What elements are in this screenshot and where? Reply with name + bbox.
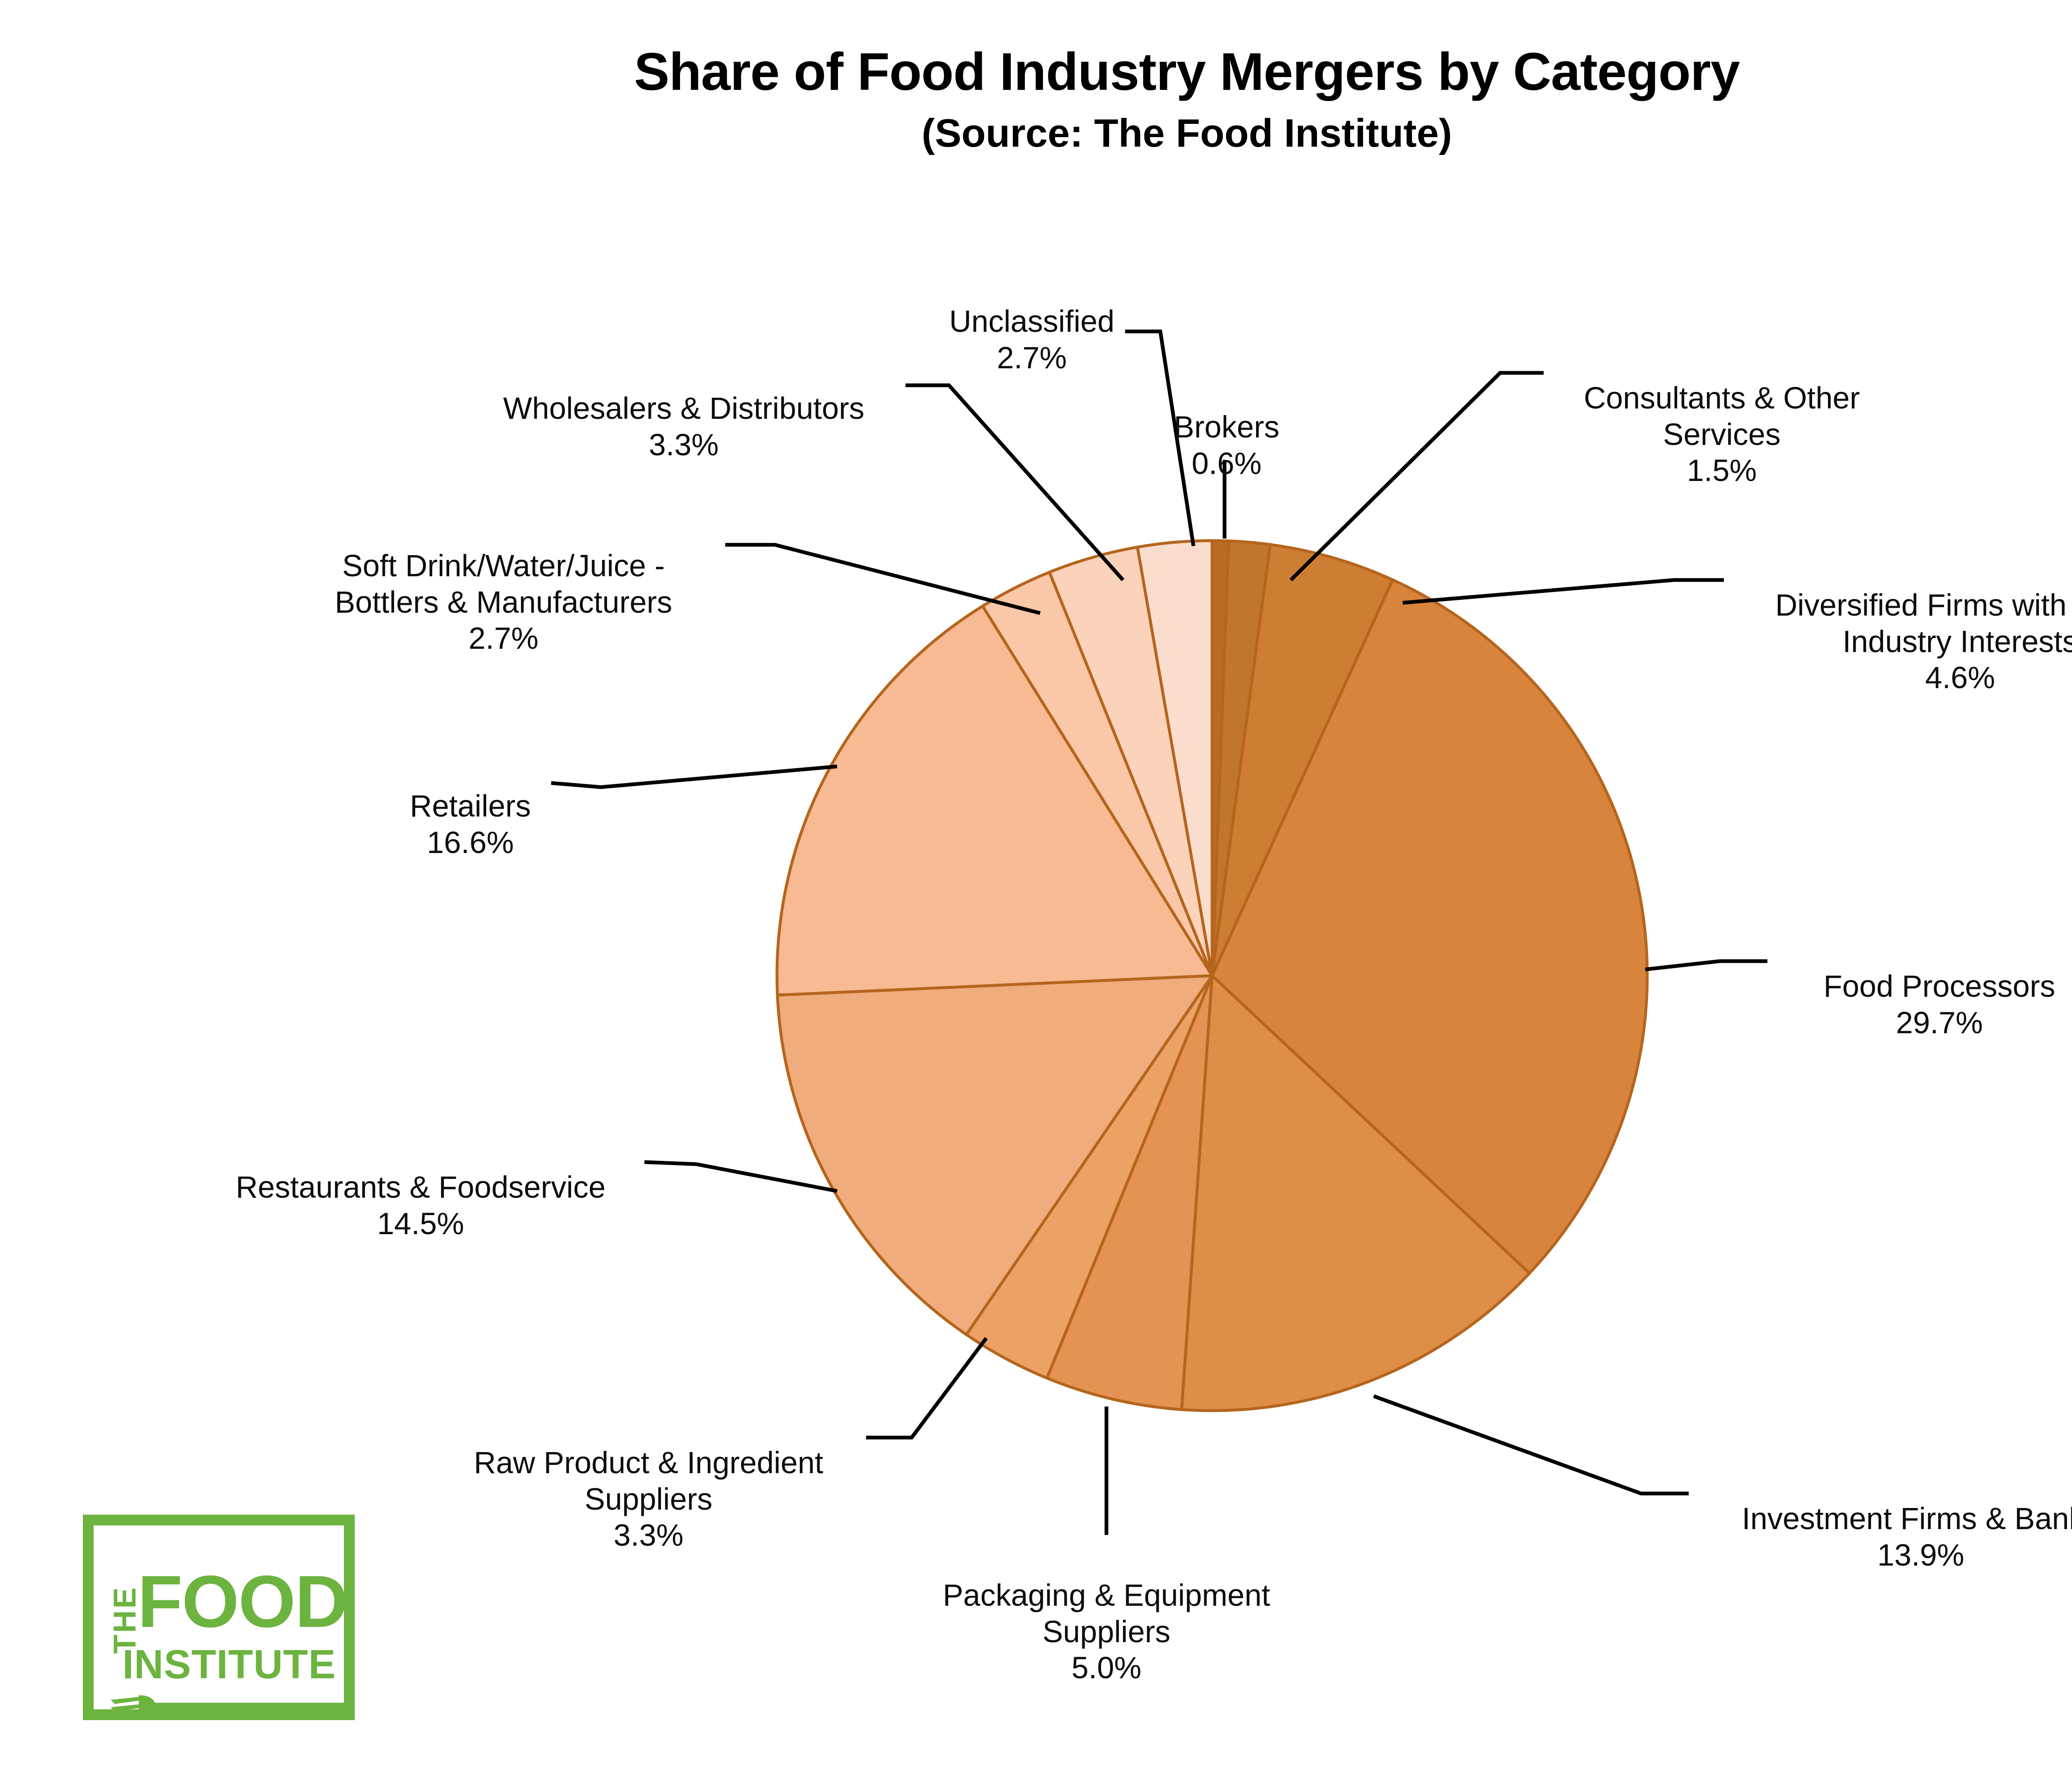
pie-slice <box>776 974 1214 1336</box>
fork-icon <box>111 1695 345 1719</box>
pie-slice <box>1180 974 1531 1412</box>
logo-the-text: THE <box>107 1586 143 1654</box>
logo-institute-text: INSTITUTE <box>122 1641 336 1687</box>
leader-lines-group <box>551 329 1767 1535</box>
pie-slice <box>775 604 1214 997</box>
pie-slice <box>1136 539 1214 977</box>
pie-slice <box>1210 578 1649 1275</box>
leader-line-foodprocessors <box>1645 959 1767 972</box>
pie-slices-group <box>775 539 1649 1412</box>
pie-slice <box>965 974 1214 1380</box>
leader-line-consultants <box>1289 371 1544 582</box>
pie-slice <box>1048 546 1214 977</box>
food-institute-logo: THE FOOD INSTITUTE <box>83 1515 355 1720</box>
logo-food-text: FOOD <box>138 1560 347 1643</box>
leader-line-rawproduct <box>866 1337 988 1440</box>
leader-line-diversified <box>1402 578 1724 605</box>
leader-line-retailers <box>551 764 838 789</box>
leader-line-unclassified <box>1125 329 1196 546</box>
leader-line-wholesalers <box>905 383 1125 581</box>
leader-line-investment <box>1373 1394 1689 1496</box>
pie-slice <box>1045 974 1214 1411</box>
leader-line-softdrink <box>725 543 1041 615</box>
leader-line-restaurants <box>644 1160 838 1193</box>
logo-border <box>83 1515 355 1720</box>
pie-slice <box>1210 543 1394 977</box>
